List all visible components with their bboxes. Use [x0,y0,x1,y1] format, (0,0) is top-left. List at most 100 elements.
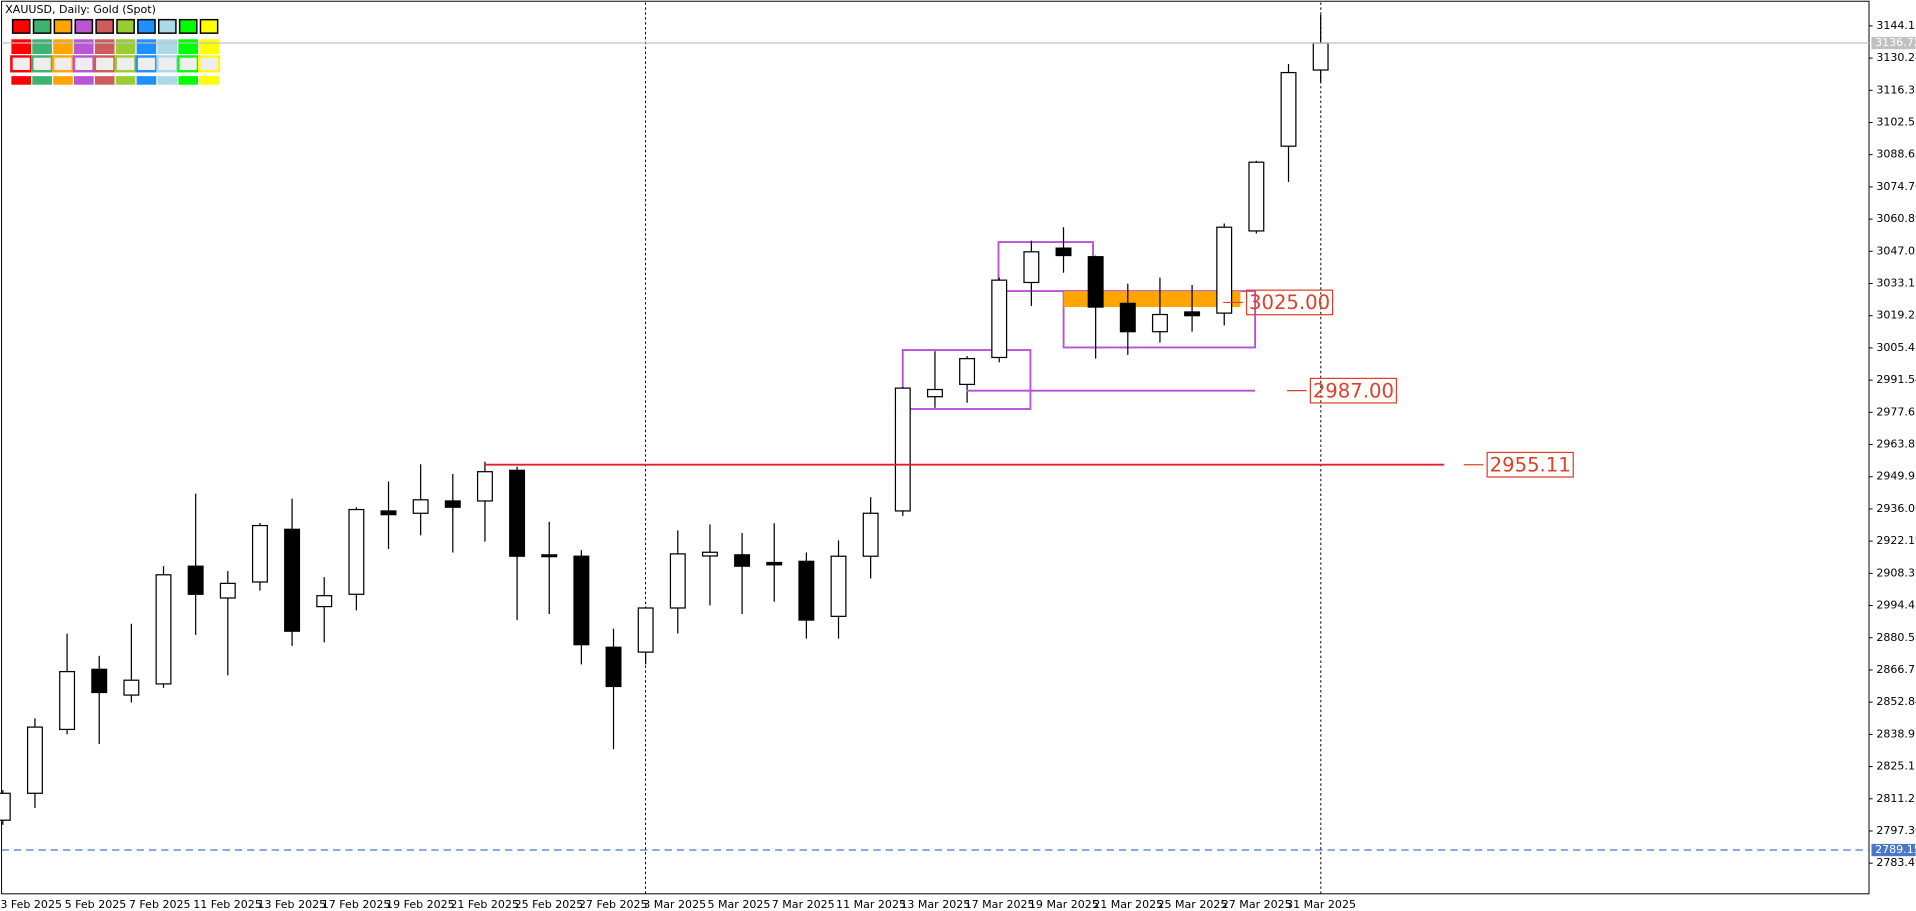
x-tick-label: 13 Feb 2025 [257,898,326,911]
candle-body [669,553,686,609]
candle-body [412,499,429,514]
x-tick-label: 27 Feb 2025 [579,898,648,911]
candle-body [701,551,718,557]
palette-swatch[interactable] [74,18,94,34]
y-tick-label: 3102.5 [1876,115,1915,128]
zone [1063,291,1241,308]
palette-swatch[interactable] [94,76,115,85]
candle-body [26,726,43,794]
y-tick-label: 3033.15 [1876,277,1916,290]
palette-swatch[interactable] [198,55,221,73]
palette-swatch[interactable] [157,76,178,85]
candle-body [284,528,301,632]
candle-body [1087,256,1104,308]
palette-swatch[interactable] [199,76,219,85]
x-tick-label: 27 Mar 2025 [1222,898,1292,911]
palette-swatch[interactable] [32,18,52,34]
candle-body [380,510,397,516]
x-tick-label: 11 Feb 2025 [193,898,262,911]
palette-swatch[interactable] [53,39,73,55]
palette-swatch[interactable] [115,39,136,55]
candle-body [1312,42,1329,71]
y-tick-label: 3144.11 [1876,19,1916,32]
candle-body [1216,226,1233,314]
level-label-box [1309,377,1398,404]
palette-swatch[interactable] [115,76,136,85]
palette-swatch[interactable] [178,76,199,85]
price-tag [1871,843,1916,857]
level-label-box [1486,451,1574,478]
y-tick-label: 3116.37 [1876,83,1916,96]
candle-body [894,387,911,512]
candle-body [0,792,11,821]
candle-body [959,358,976,386]
y-tick-label: 2880.58 [1876,631,1916,644]
palette-swatch[interactable] [199,18,219,34]
level-label: 2987.00 [1313,379,1394,402]
price-tag [1871,36,1916,50]
candle-body [1184,311,1201,317]
y-tick-label: 2811.23 [1876,792,1916,805]
candle-body [444,500,461,508]
palette-swatch[interactable] [10,55,33,73]
price-tag-label: 3136.72 [1875,36,1916,49]
x-tick-label: 13 Mar 2025 [900,898,970,911]
palette-swatch[interactable] [32,76,52,85]
palette-swatch[interactable] [32,39,52,55]
palette-swatch[interactable] [11,39,32,55]
palette-swatch[interactable] [95,18,115,34]
palette-swatch[interactable] [135,55,158,73]
palette-swatch[interactable] [94,39,115,55]
palette-swatch[interactable] [178,18,198,34]
palette-swatch[interactable] [177,55,200,73]
palette-swatch[interactable] [72,55,95,73]
palette-swatch[interactable] [93,55,116,73]
x-tick-label: 17 Feb 2025 [322,898,391,911]
candle-body [1151,313,1168,333]
candle-body [251,524,268,583]
zone [901,349,1032,410]
y-tick-label: 2852.84 [1876,695,1916,708]
y-tick-label: 2963.8 [1876,438,1915,451]
palette-swatch[interactable] [156,55,179,73]
palette-swatch[interactable] [51,55,75,73]
palette-swatch[interactable] [53,18,73,34]
y-tick-label: 2908.32 [1876,566,1916,579]
y-tick-label: 2797.36 [1876,824,1916,837]
palette-swatch[interactable] [74,76,94,85]
palette-swatch[interactable] [11,18,31,34]
candle-body [1023,251,1040,284]
palette-swatch[interactable] [116,18,135,34]
x-tick-label: 3 Mar 2025 [643,898,706,911]
palette-swatch[interactable] [136,76,157,85]
palette-swatch[interactable] [53,76,73,85]
palette-swatch[interactable] [157,39,178,55]
x-tick-label: 5 Feb 2025 [65,898,127,911]
level-label: 3025.00 [1249,291,1330,314]
palette-swatch[interactable] [114,55,137,73]
x-tick-label: 25 Mar 2025 [1157,898,1227,911]
y-tick-label: 3130.24 [1876,51,1916,64]
palette-swatch[interactable] [157,18,177,34]
x-tick-label: 21 Feb 2025 [450,898,519,911]
palette-swatch[interactable] [178,39,199,55]
palette-swatch[interactable] [31,55,54,73]
y-tick-label: 2825.1 [1876,760,1915,773]
candle-body [1248,161,1265,232]
color-palette[interactable] [10,18,221,85]
palette-swatch[interactable] [199,39,219,55]
x-tick-label: 7 Mar 2025 [772,898,835,911]
candle-body [348,508,365,595]
x-tick-label: 7 Feb 2025 [129,898,191,911]
palette-swatch[interactable] [137,18,156,34]
candle-body [830,555,847,617]
palette-swatch[interactable] [11,76,32,85]
y-tick-label: 3005.41 [1876,341,1916,354]
level-label: 2955.11 [1490,453,1571,476]
palette-swatch[interactable] [74,39,94,55]
chart-title: XAUUSD, Daily: Gold (Spot) [5,3,156,16]
palette-swatch[interactable] [136,39,157,55]
y-tick-label: 2977.67 [1876,405,1916,418]
candle-body [734,554,751,567]
plot-frame [1,0,1870,895]
